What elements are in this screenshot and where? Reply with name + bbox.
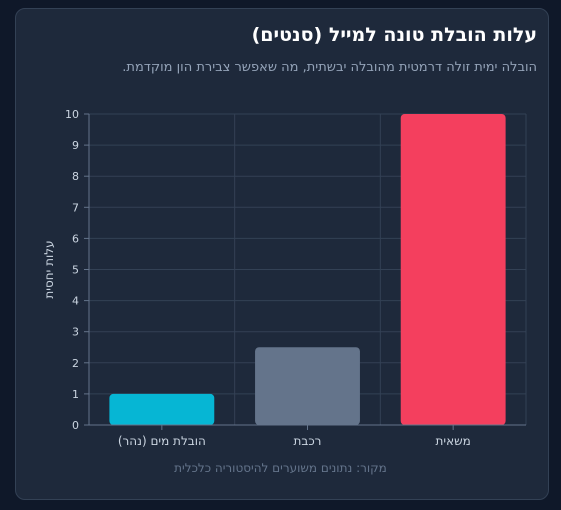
- source-note: מקור: נתונים משוערים להיסטוריה כלכלית: [174, 461, 387, 475]
- bars-layer: [109, 114, 506, 425]
- y-tick-label: 0: [72, 419, 79, 432]
- bar: [255, 347, 360, 425]
- y-tick-label: 8: [72, 170, 79, 183]
- x-tick-label: משאית: [436, 434, 471, 448]
- x-tick-label: רכבת: [294, 434, 322, 448]
- y-tick-label: 2: [72, 357, 79, 370]
- bar: [400, 114, 506, 425]
- y-tick-label: 4: [72, 295, 79, 308]
- y-axis-label: עלות יחסית: [42, 240, 56, 298]
- y-tick-label: 9: [72, 139, 79, 152]
- x-tick-label: הובלת מים (נהר): [118, 434, 206, 448]
- y-tick-label: 3: [72, 326, 79, 339]
- y-tick-label: 5: [72, 264, 79, 277]
- y-tick-label: 10: [65, 108, 79, 121]
- bar-chart: 0 1 2 3 4 5 6 7 8 9 10 הובלת מים (נהר) רכבת משאית עלו…: [42, 108, 527, 448]
- chart-title: עלות הובלת טונה למייל (סנטים): [251, 24, 537, 46]
- chart-subtitle: הובלה ימית זולה דרמטית מהובלה יבשתית, מה…: [122, 60, 537, 75]
- axis-layer: 0 1 2 3 4 5 6 7 8 9 10 הובלת מים (נהר) רכבת משאית: [65, 108, 526, 448]
- bar: [109, 393, 215, 425]
- y-tick-label: 7: [72, 201, 79, 214]
- y-tick-label: 6: [72, 232, 79, 245]
- y-tick-label: 1: [72, 388, 79, 401]
